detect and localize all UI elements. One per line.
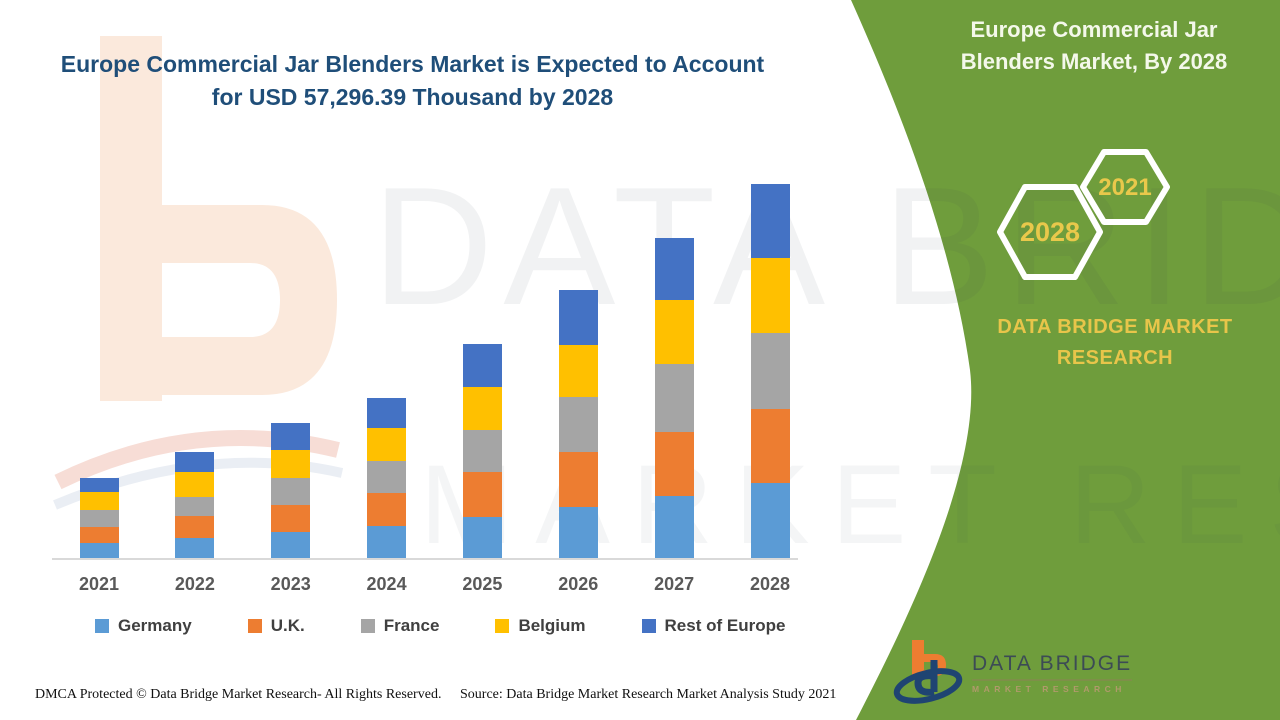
bar-segment-germany — [654, 496, 694, 558]
bar-2022 — [175, 452, 215, 558]
bar-segment-rest-of-europe — [750, 184, 790, 258]
bar-segment-france — [750, 333, 790, 409]
legend-item-belgium: Belgium — [495, 616, 586, 636]
bar-segment-belgium — [654, 300, 694, 364]
legend-label: Belgium — [518, 616, 586, 635]
footer-dmca: DMCA Protected © Data Bridge Market Rese… — [35, 687, 442, 702]
bar-segment-rest-of-europe — [271, 423, 311, 450]
bar-segment-belgium — [558, 345, 598, 397]
bar-segment-u-k- — [175, 516, 215, 539]
bar-2025 — [462, 344, 502, 558]
legend-item-france: France — [360, 616, 440, 636]
hexagon-2021: 2021 — [1080, 149, 1170, 225]
bar-segment-u-k- — [654, 432, 694, 496]
bar-segment-germany — [271, 532, 311, 558]
bar-segment-germany — [462, 517, 502, 558]
hexagon-2028-label: 2028 — [1020, 217, 1080, 247]
bar-segment-france — [367, 461, 407, 493]
bar-2024 — [367, 398, 407, 558]
bar-segment-france — [175, 497, 215, 517]
bar-segment-u-k- — [462, 472, 502, 517]
bar-segment-germany — [367, 526, 407, 558]
legend-label: U.K. — [270, 616, 305, 635]
bar-segment-rest-of-europe — [175, 452, 215, 473]
side-panel-title: Europe Commercial Jar Blenders Market, B… — [960, 17, 1228, 74]
x-axis-line — [52, 558, 798, 560]
hexagon-2021-label: 2021 — [1098, 174, 1151, 201]
bar-segment-rest-of-europe — [79, 478, 119, 492]
bar-segment-u-k- — [558, 452, 598, 507]
bar-segment-rest-of-europe — [367, 398, 407, 428]
legend-swatch — [247, 619, 262, 633]
bar-segment-belgium — [79, 492, 119, 510]
logo-glyph-icon — [893, 640, 963, 704]
bar-segment-belgium — [462, 387, 502, 430]
x-axis-label: 2025 — [462, 574, 503, 594]
legend: Germany U.K. France Belgium Rest of Europe — [95, 616, 815, 636]
bar-2021 — [79, 478, 119, 558]
bar-segment-france — [271, 478, 311, 505]
bar-segment-belgium — [175, 472, 215, 498]
bar-segment-france — [79, 510, 119, 527]
legend-label: France — [383, 616, 440, 635]
x-axis-label: 2024 — [366, 574, 407, 594]
bar-segment-france — [558, 397, 598, 452]
bar-segment-germany — [79, 543, 119, 558]
bar-segment-germany — [750, 483, 790, 558]
bar-segment-rest-of-europe — [654, 238, 694, 300]
x-axis-label: 2022 — [174, 574, 215, 594]
bar-segment-belgium — [750, 258, 790, 333]
page-title: Europe Commercial Jar Blenders Market is… — [60, 51, 765, 110]
logo-name: DATA BRIDGE — [972, 652, 1133, 681]
bar-segment-germany — [558, 507, 598, 558]
bar-segment-rest-of-europe — [558, 290, 598, 345]
bar-segment-u-k- — [271, 505, 311, 532]
bar-segment-france — [462, 430, 502, 472]
bar-segment-rest-of-europe — [462, 344, 502, 387]
bar-segment-u-k- — [750, 409, 790, 483]
legend-label: Rest of Europe — [664, 616, 786, 635]
bar-segment-france — [654, 364, 694, 432]
bar-segment-u-k- — [367, 493, 407, 526]
bar-segment-u-k- — [79, 527, 119, 543]
legend-swatch — [495, 619, 510, 633]
x-axis-label: 2027 — [654, 574, 695, 594]
legend-item-u-k-: U.K. — [247, 616, 305, 636]
dbmr-logo: DATA BRIDGE MARKET RESEARCH — [890, 636, 1133, 704]
bar-segment-belgium — [367, 428, 407, 461]
bar-2023 — [271, 423, 311, 558]
legend-item-germany: Germany — [95, 616, 192, 636]
hexagon-2028: 2028 — [997, 184, 1103, 280]
bar-segment-belgium — [271, 450, 311, 478]
x-axis-label: 2026 — [558, 574, 599, 594]
legend-item-rest-of-europe: Rest of Europe — [641, 616, 786, 636]
brand-text: DATA BRIDGE MARKET RESEARCH — [997, 316, 1233, 369]
bar-segment-germany — [175, 538, 215, 558]
x-axis-label: 2023 — [270, 574, 311, 594]
bar-2027 — [654, 238, 694, 558]
logo-tagline: MARKET RESEARCH — [972, 684, 1126, 694]
legend-label: Germany — [118, 616, 192, 635]
legend-swatch — [360, 619, 375, 633]
legend-swatch — [641, 619, 656, 633]
bar-2028 — [750, 184, 790, 558]
legend-swatch — [95, 619, 109, 633]
bar-2026 — [558, 290, 598, 558]
x-axis-label: 2028 — [749, 574, 791, 594]
x-axis-label: 2021 — [78, 574, 120, 594]
footer-source: Source: Data Bridge Market Research Mark… — [460, 687, 837, 702]
